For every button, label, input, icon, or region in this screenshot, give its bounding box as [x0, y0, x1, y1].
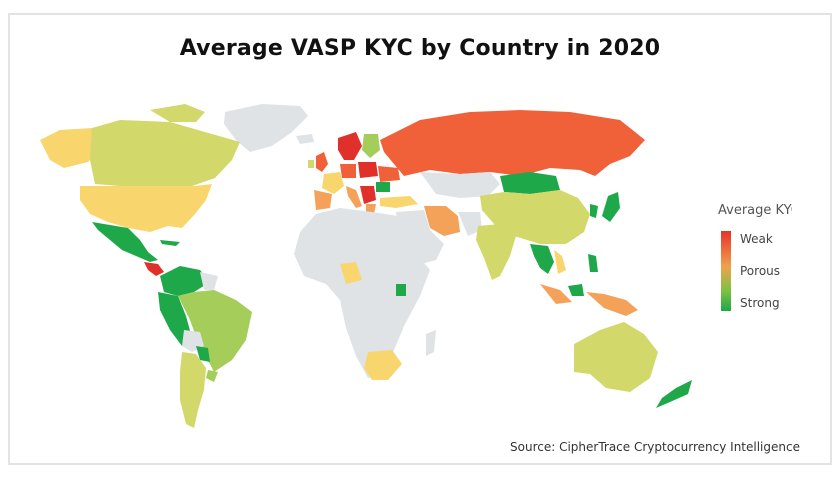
region-indonesia-east[interactable]: [586, 292, 638, 316]
region-southeast-asia[interactable]: [530, 244, 554, 274]
region-ukraine[interactable]: [378, 166, 400, 182]
region-peru[interactable]: [158, 292, 192, 346]
region-spain[interactable]: [314, 190, 332, 210]
region-japan[interactable]: [602, 192, 620, 222]
region-alaska[interactable]: [40, 128, 100, 168]
region-central-america[interactable]: [144, 262, 164, 276]
region-germany-benelux[interactable]: [340, 164, 356, 178]
region-turkey[interactable]: [380, 196, 418, 208]
legend-label-strong: Strong: [740, 296, 780, 310]
region-uruguay[interactable]: [206, 370, 218, 382]
region-usa[interactable]: [80, 184, 212, 232]
region-malaysia[interactable]: [568, 284, 584, 296]
region-uk[interactable]: [316, 152, 328, 172]
region-arctic-islands[interactable]: [150, 104, 205, 122]
source-caption: Source: CipherTrace Cryptocurrency Intel…: [510, 440, 800, 454]
page-title: Average VASP KYC by Country in 2020: [179, 36, 661, 61]
region-balkans[interactable]: [360, 186, 376, 204]
region-iceland[interactable]: [296, 134, 314, 144]
region-romania[interactable]: [376, 182, 390, 192]
region-colombia-venezuela[interactable]: [160, 266, 210, 296]
region-australia[interactable]: [574, 322, 658, 392]
region-uganda[interactable]: [396, 284, 406, 296]
region-pakistan[interactable]: [458, 212, 482, 236]
region-iran[interactable]: [424, 206, 460, 236]
region-cuba[interactable]: [160, 240, 180, 246]
region-finland[interactable]: [362, 134, 380, 158]
region-canada[interactable]: [90, 120, 240, 186]
legend-color-scale: [721, 231, 731, 311]
region-vietnam[interactable]: [554, 250, 566, 274]
region-italy[interactable]: [346, 186, 362, 208]
region-nigeria[interactable]: [340, 262, 362, 284]
region-paraguay[interactable]: [196, 346, 210, 362]
region-madagascar[interactable]: [426, 330, 436, 356]
region-mongolia[interactable]: [500, 172, 560, 194]
region-poland[interactable]: [358, 162, 378, 178]
legend-label-weak: Weak: [740, 232, 773, 246]
region-greenland[interactable]: [224, 104, 308, 152]
region-france[interactable]: [322, 172, 344, 194]
region-korea[interactable]: [590, 204, 598, 218]
region-norway-sweden[interactable]: [338, 132, 362, 160]
region-india[interactable]: [476, 224, 516, 280]
region-argentina[interactable]: [180, 352, 206, 428]
legend-title: Average KYC: [718, 203, 792, 218]
region-mexico[interactable]: [92, 222, 158, 262]
region-new-zealand[interactable]: [656, 380, 692, 408]
region-philippines[interactable]: [588, 254, 598, 272]
region-kazakhstan[interactable]: [420, 172, 500, 198]
region-russia[interactable]: [380, 110, 645, 176]
region-africa[interactable]: [294, 208, 430, 378]
region-brazil[interactable]: [178, 290, 252, 372]
legend-label-porous: Porous: [740, 264, 781, 278]
region-south-africa[interactable]: [364, 350, 402, 380]
region-guyana[interactable]: [200, 272, 218, 290]
region-indonesia[interactable]: [540, 284, 572, 304]
region-ireland[interactable]: [308, 160, 314, 168]
region-greece[interactable]: [366, 204, 376, 214]
